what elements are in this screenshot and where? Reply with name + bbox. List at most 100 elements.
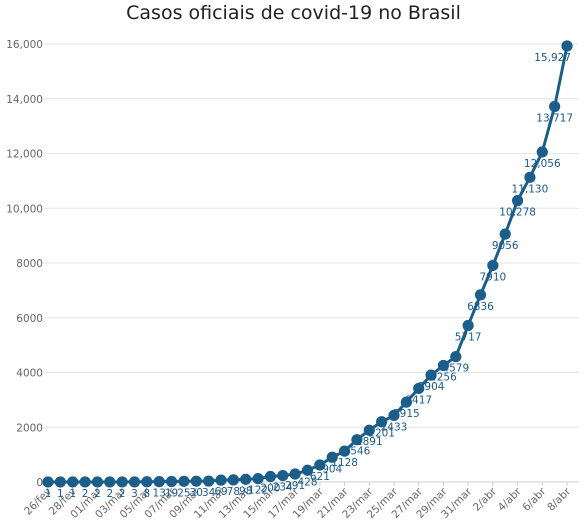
data-label: 8 <box>144 488 151 500</box>
data-label: 2 <box>82 488 89 500</box>
y-tick-label: 10,000 <box>6 203 43 215</box>
data-point <box>511 195 524 207</box>
data-label: 19 <box>165 487 178 499</box>
data-point <box>240 473 252 485</box>
data-point <box>104 476 116 488</box>
data-label: 2433 <box>381 421 408 433</box>
data-point <box>314 459 326 471</box>
data-point <box>413 382 425 395</box>
grid-layer <box>44 43 579 483</box>
y-tick-label: 4000 <box>16 368 43 380</box>
data-point <box>363 424 375 436</box>
data-label: 11,130 <box>512 183 549 195</box>
y-tick-label: 0 <box>36 477 43 489</box>
data-label: 5717 <box>455 331 482 343</box>
x-tick-label: 6/abr <box>520 485 549 514</box>
data-point <box>425 369 437 381</box>
data-label: 2 <box>94 488 101 500</box>
y-tick-label: 14,000 <box>6 94 43 106</box>
data-point <box>326 451 338 463</box>
data-label: 122 <box>248 485 268 497</box>
data-point <box>91 476 104 488</box>
data-label: 98 <box>239 485 252 497</box>
data-point <box>474 289 487 301</box>
data-point <box>178 475 190 487</box>
data-label: 9056 <box>492 240 519 252</box>
data-label: 7910 <box>479 271 506 283</box>
data-point <box>549 100 561 113</box>
data-label: 428 <box>297 476 317 488</box>
data-point <box>536 146 548 158</box>
data-label: 4579 <box>442 363 469 375</box>
data-label: 2 <box>119 488 126 500</box>
data-point <box>227 474 239 486</box>
data-label: 25 <box>177 487 190 499</box>
data-label: 4256 <box>430 371 457 383</box>
x-tick-label: 4/abr <box>496 485 525 514</box>
data-point <box>42 476 54 488</box>
point-layer <box>42 40 573 488</box>
data-label: 1128 <box>331 457 358 469</box>
data-label: 621 <box>310 471 330 483</box>
data-point <box>264 470 277 483</box>
data-point <box>462 319 474 332</box>
data-label: 30 <box>190 487 203 499</box>
data-point <box>215 474 227 486</box>
data-point <box>289 468 301 480</box>
data-point <box>338 445 351 457</box>
data-label: 78 <box>227 486 240 498</box>
y-axis: 0 2000 4000 6000 8000 10,000 12,000 14,000 16,00… <box>6 39 43 489</box>
data-label-layer: 1 1 1 2 2 2 2 3 8 1319253034697898122200234291428… <box>45 52 573 500</box>
data-point <box>277 469 289 482</box>
data-label: 1546 <box>344 446 371 458</box>
data-label: 13,717 <box>536 112 573 124</box>
data-point <box>499 228 511 240</box>
data-point <box>54 476 66 488</box>
data-label: 1 <box>69 488 76 500</box>
data-label: 34 <box>202 487 216 499</box>
data-point <box>203 475 215 487</box>
y-tick-label: 16,000 <box>6 39 43 51</box>
data-point <box>128 476 141 488</box>
chart-title: Casos oficiais de covid-19 no Brasil <box>126 2 461 24</box>
data-point <box>252 473 264 485</box>
data-label: 6836 <box>467 301 494 313</box>
data-point <box>79 476 91 488</box>
data-point <box>301 464 314 476</box>
data-point <box>376 416 388 428</box>
data-label: 200 <box>260 483 280 495</box>
data-label: 1891 <box>356 436 383 448</box>
data-point <box>190 475 202 487</box>
data-point <box>351 434 363 446</box>
y-tick-label: 8000 <box>16 258 43 270</box>
data-label: 1 <box>57 488 64 500</box>
data-point <box>487 259 499 272</box>
data-label: 2201 <box>368 428 395 440</box>
data-label: 3904 <box>418 381 445 393</box>
data-label: 15,927 <box>534 52 571 64</box>
data-label: 3417 <box>405 394 432 406</box>
data-label: 10,278 <box>499 207 536 219</box>
data-label: 904 <box>322 463 342 475</box>
x-tick-label: 2/abr <box>471 485 500 514</box>
data-label: 2915 <box>393 408 420 420</box>
data-point <box>437 359 450 372</box>
x-tick-label: 8/abr <box>545 485 574 514</box>
data-point <box>524 171 536 183</box>
data-label: 291 <box>285 480 305 492</box>
y-tick-label: 12,000 <box>6 149 43 161</box>
data-label: 13 <box>153 488 166 500</box>
data-point <box>153 476 165 488</box>
data-label: 234 <box>273 482 293 494</box>
data-point <box>165 475 178 488</box>
data-label: 1 <box>45 488 52 500</box>
data-point <box>561 40 573 52</box>
data-point <box>450 351 462 363</box>
data-point <box>116 476 128 488</box>
data-label: 2 <box>106 488 113 500</box>
data-point <box>400 396 412 408</box>
data-label: 3 <box>131 488 138 500</box>
data-point <box>67 476 79 488</box>
